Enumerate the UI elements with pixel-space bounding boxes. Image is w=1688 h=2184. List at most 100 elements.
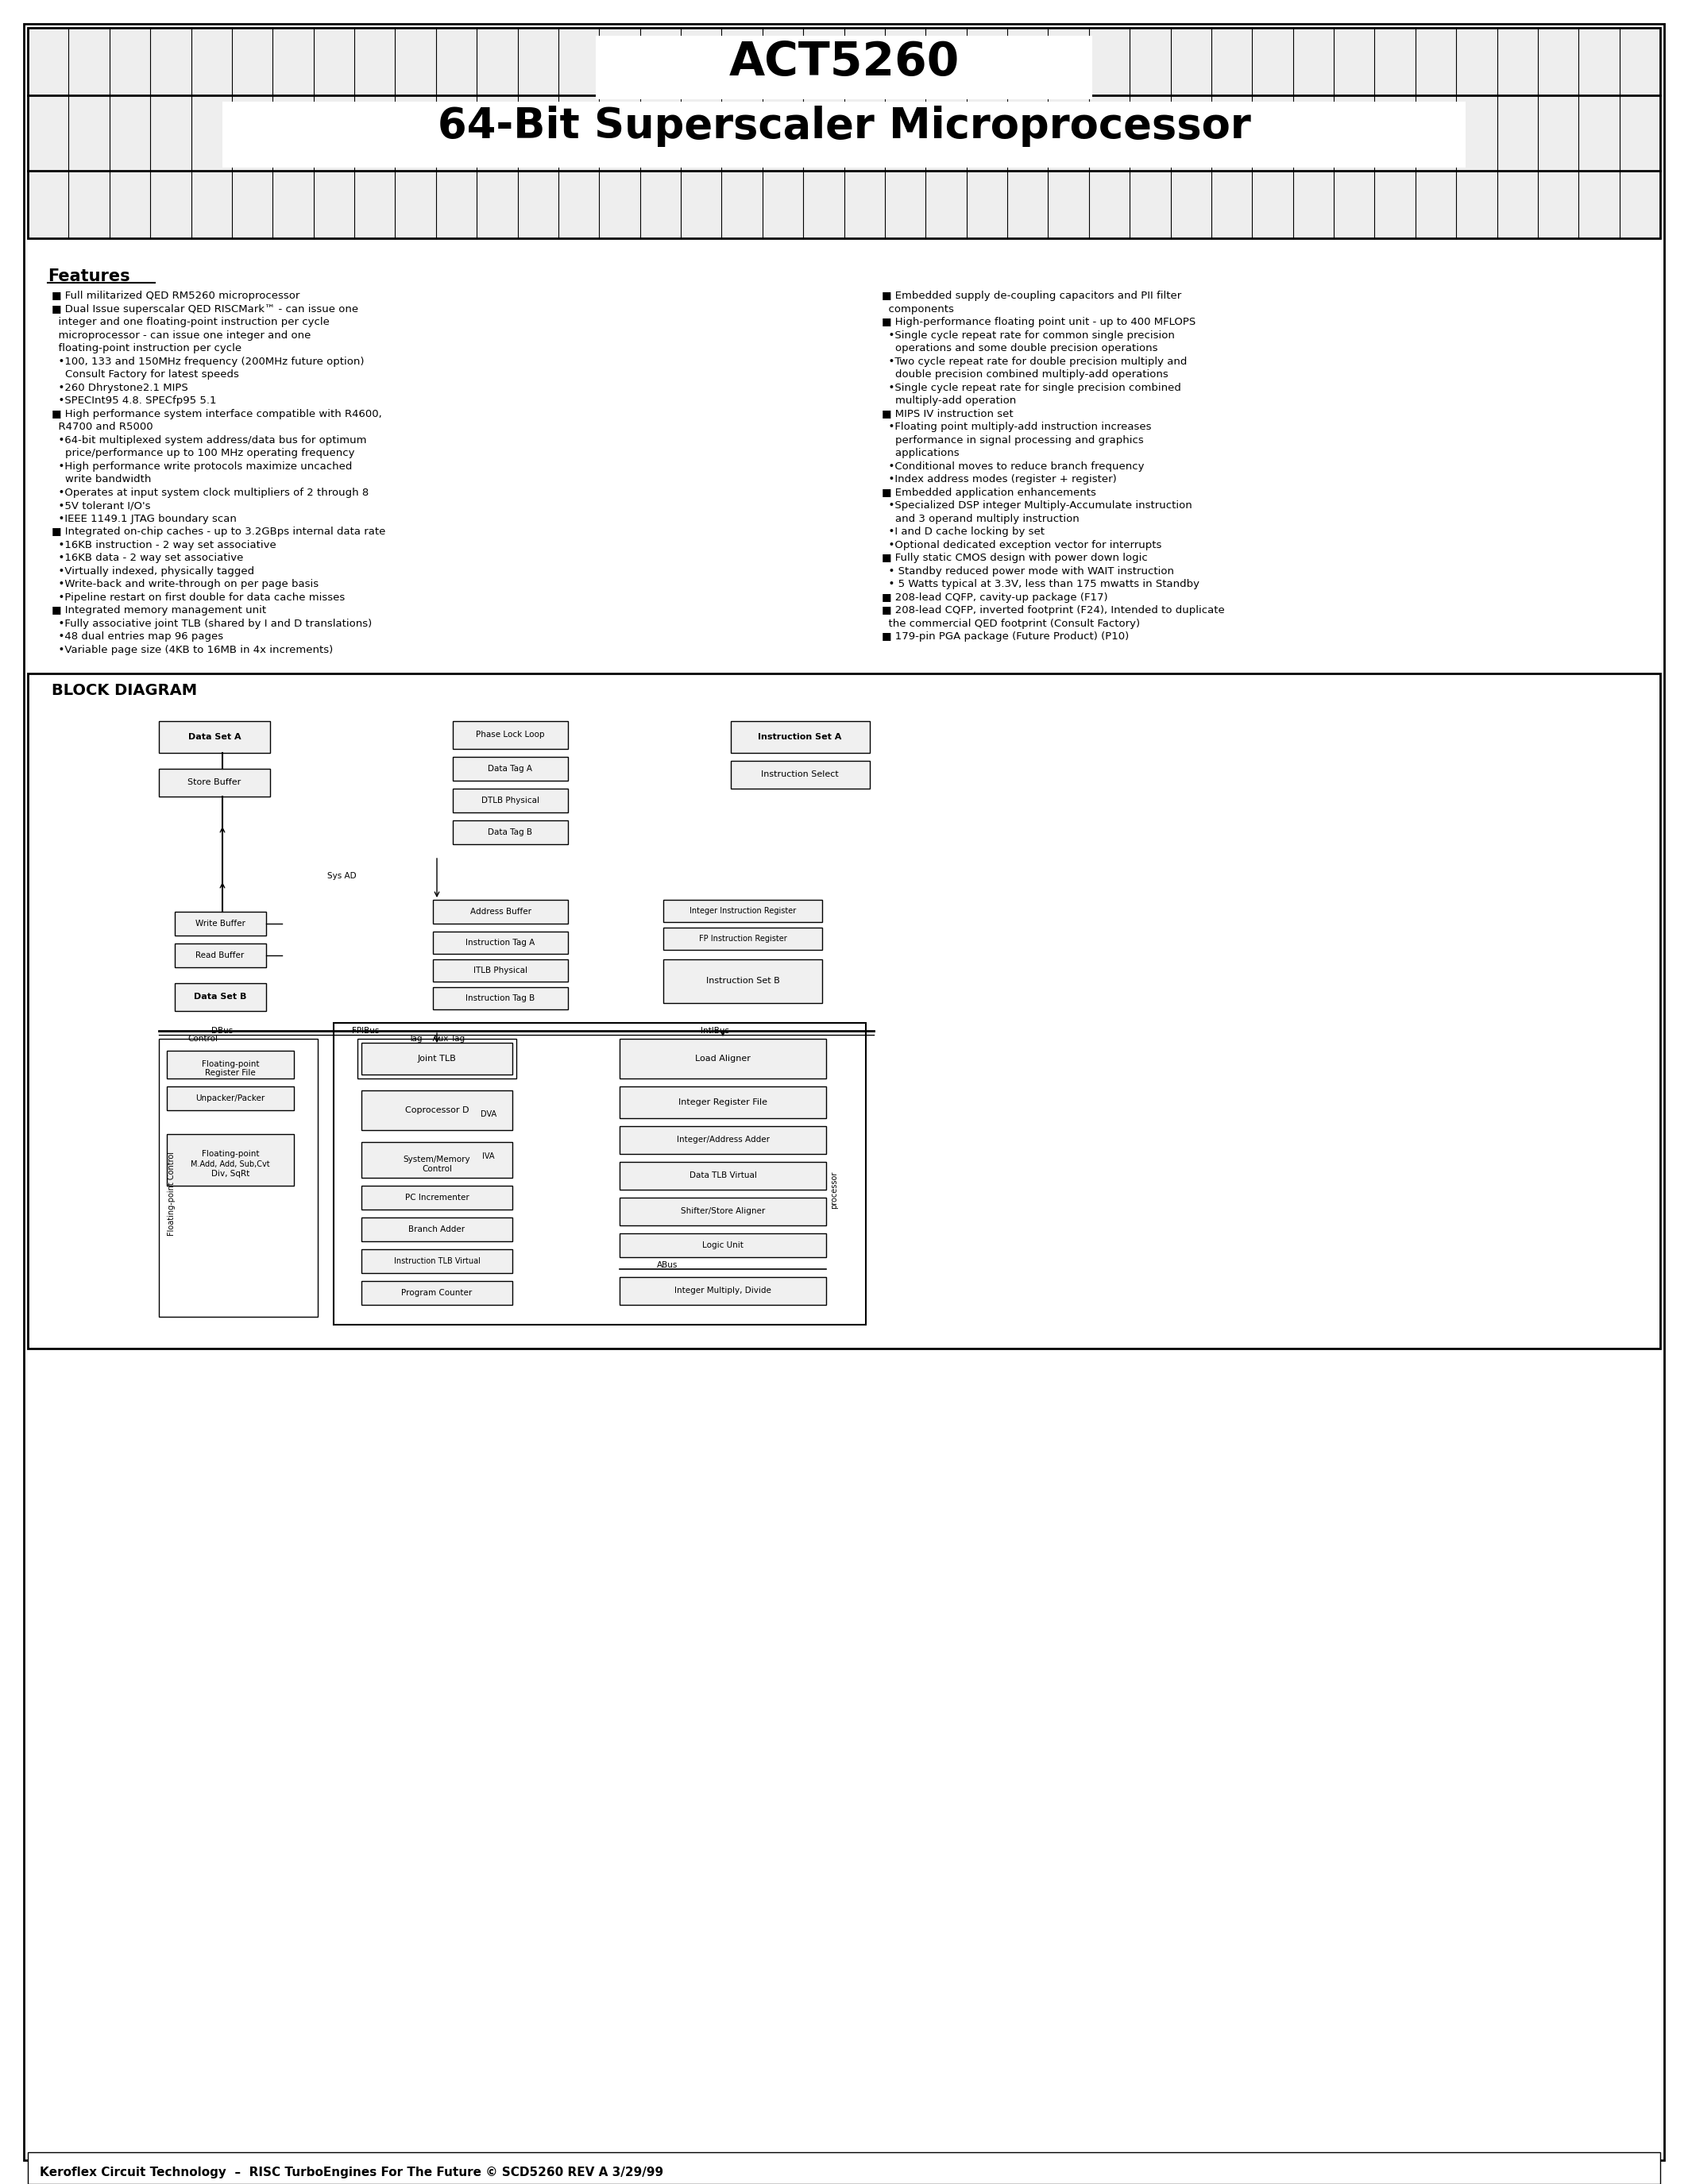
Text: Control: Control [187, 1035, 218, 1042]
Text: • Standby reduced power mode with WAIT instruction: • Standby reduced power mode with WAIT i… [881, 566, 1175, 577]
Text: Data Set B: Data Set B [194, 994, 246, 1000]
Bar [159, 721, 270, 753]
Text: DVA: DVA [481, 1109, 496, 1118]
Text: •260 Dhrystone2.1 MIPS: •260 Dhrystone2.1 MIPS [52, 382, 187, 393]
Text: •Virtually indexed, physically tagged: •Virtually indexed, physically tagged [52, 566, 255, 577]
Text: DBus: DBus [211, 1026, 233, 1035]
Text: •100, 133 and 150MHz frequency (200MHz future option): •100, 133 and 150MHz frequency (200MHz f… [52, 356, 365, 367]
Bar [619, 1127, 825, 1153]
Text: •5V tolerant I/O's: •5V tolerant I/O's [52, 500, 150, 511]
Bar [361, 1186, 513, 1210]
Text: Instruction Set B: Instruction Set B [706, 976, 780, 985]
Bar [452, 758, 567, 780]
Text: Floating-point: Floating-point [201, 1151, 260, 1158]
Text: ■ Dual Issue superscalar QED RISCMark™ - can issue one: ■ Dual Issue superscalar QED RISCMark™ -… [52, 304, 358, 314]
Text: floating-point instruction per cycle: floating-point instruction per cycle [52, 343, 241, 354]
Bar [334, 1022, 866, 1326]
Bar [361, 1216, 513, 1241]
Bar [27, 673, 1661, 1348]
Text: ■ Integrated on-chip caches - up to 3.2GBps internal data rate: ■ Integrated on-chip caches - up to 3.2G… [52, 526, 385, 537]
Bar [176, 943, 267, 968]
Text: applications: applications [881, 448, 959, 459]
Text: Unpacker/Packer: Unpacker/Packer [196, 1094, 265, 1103]
Text: •Pipeline restart on first double for data cache misses: •Pipeline restart on first double for da… [52, 592, 344, 603]
Text: processor: processor [830, 1171, 837, 1208]
Bar [176, 983, 267, 1011]
Text: and 3 operand multiply instruction: and 3 operand multiply instruction [881, 513, 1079, 524]
Text: Control: Control [422, 1164, 452, 1173]
Text: M.Add, Add, Sub,Cvt: M.Add, Add, Sub,Cvt [191, 1160, 270, 1168]
Bar [432, 987, 567, 1009]
Text: •SPECInt95 4.8. SPECfp95 5.1: •SPECInt95 4.8. SPECfp95 5.1 [52, 395, 216, 406]
Bar [432, 959, 567, 981]
Bar [223, 103, 1465, 168]
Text: Load Aligner: Load Aligner [695, 1055, 751, 1064]
Bar [432, 900, 567, 924]
Text: ■ MIPS IV instruction set: ■ MIPS IV instruction set [881, 408, 1013, 419]
Bar [452, 788, 567, 812]
Text: multiply-add operation: multiply-add operation [881, 395, 1016, 406]
Bar [619, 1278, 825, 1304]
Text: the commercial QED footprint (Consult Factory): the commercial QED footprint (Consult Fa… [881, 618, 1139, 629]
Text: Read Buffer: Read Buffer [196, 952, 245, 959]
Bar [619, 1040, 825, 1079]
Text: components: components [881, 304, 954, 314]
Text: Register File: Register File [204, 1068, 255, 1077]
Text: •64-bit multiplexed system address/data bus for optimum: •64-bit multiplexed system address/data … [52, 435, 366, 446]
Text: Shifter/Store Aligner: Shifter/Store Aligner [680, 1208, 765, 1214]
Text: •I and D cache locking by set: •I and D cache locking by set [881, 526, 1045, 537]
Text: •Conditional moves to reduce branch frequency: •Conditional moves to reduce branch freq… [881, 461, 1144, 472]
Text: Data Tag B: Data Tag B [488, 828, 532, 836]
Bar [452, 821, 567, 845]
Text: •48 dual entries map 96 pages: •48 dual entries map 96 pages [52, 631, 223, 642]
Bar [619, 1162, 825, 1190]
Bar [619, 1085, 825, 1118]
Text: Joint TLB: Joint TLB [417, 1055, 456, 1064]
Text: Div, SqRt: Div, SqRt [211, 1171, 250, 1177]
Bar [731, 721, 869, 753]
Text: Sys AD: Sys AD [327, 871, 356, 880]
Bar [27, 2151, 1661, 2184]
Text: ABus: ABus [657, 1260, 679, 1269]
Text: ■ Embedded application enhancements: ■ Embedded application enhancements [881, 487, 1096, 498]
Text: IVA: IVA [483, 1153, 495, 1160]
Text: •16KB data - 2 way set associative: •16KB data - 2 way set associative [52, 553, 243, 563]
Bar [619, 1234, 825, 1258]
Text: ■ High performance system interface compatible with R4600,: ■ High performance system interface comp… [52, 408, 381, 419]
Text: •Two cycle repeat rate for double precision multiply and: •Two cycle repeat rate for double precis… [881, 356, 1187, 367]
Bar [452, 721, 567, 749]
Text: double precision combined multiply-add operations: double precision combined multiply-add o… [881, 369, 1168, 380]
Text: •Optional dedicated exception vector for interrupts: •Optional dedicated exception vector for… [881, 539, 1161, 550]
Text: write bandwidth: write bandwidth [52, 474, 152, 485]
Text: 64-Bit Superscaler Microprocessor: 64-Bit Superscaler Microprocessor [437, 105, 1251, 146]
Text: Integer Instruction Register: Integer Instruction Register [689, 906, 797, 915]
Text: Integer/Address Adder: Integer/Address Adder [677, 1136, 770, 1144]
Bar [731, 760, 869, 788]
Text: Features: Features [47, 269, 130, 284]
Text: Tag    Aux Tag: Tag Aux Tag [408, 1035, 466, 1042]
Bar [361, 1249, 513, 1273]
Bar [167, 1133, 294, 1186]
Bar [596, 35, 1092, 98]
Text: •Operates at input system clock multipliers of 2 through 8: •Operates at input system clock multipli… [52, 487, 368, 498]
Bar [159, 769, 270, 797]
Text: •Write-back and write-through on per page basis: •Write-back and write-through on per pag… [52, 579, 319, 590]
Text: Integer Multiply, Divide: Integer Multiply, Divide [675, 1286, 771, 1295]
Text: • 5 Watts typical at 3.3V, less than 175 mwatts in Standby: • 5 Watts typical at 3.3V, less than 175… [881, 579, 1200, 590]
Text: •Specialized DSP integer Multiply-Accumulate instruction: •Specialized DSP integer Multiply-Accumu… [881, 500, 1192, 511]
Text: Instruction Tag A: Instruction Tag A [466, 939, 535, 946]
Text: BLOCK DIAGRAM: BLOCK DIAGRAM [52, 684, 197, 699]
Bar [663, 959, 822, 1002]
Text: Instruction Select: Instruction Select [761, 771, 839, 778]
Text: Write Buffer: Write Buffer [196, 919, 245, 928]
Text: Phase Lock Loop: Phase Lock Loop [476, 732, 544, 738]
Text: Instruction TLB Virtual: Instruction TLB Virtual [393, 1258, 479, 1265]
Text: PC Incrementer: PC Incrementer [405, 1195, 469, 1201]
Text: •High performance write protocols maximize uncached: •High performance write protocols maximi… [52, 461, 353, 472]
Text: ■ 208-lead CQFP, inverted footprint (F24), Intended to duplicate: ■ 208-lead CQFP, inverted footprint (F24… [881, 605, 1225, 616]
Text: FPIBus: FPIBus [351, 1026, 380, 1035]
Bar [361, 1042, 513, 1075]
Text: Store Buffer: Store Buffer [187, 778, 241, 786]
Text: •Fully associative joint TLB (shared by I and D translations): •Fully associative joint TLB (shared by … [52, 618, 371, 629]
Text: price/performance up to 100 MHz operating frequency: price/performance up to 100 MHz operatin… [52, 448, 354, 459]
